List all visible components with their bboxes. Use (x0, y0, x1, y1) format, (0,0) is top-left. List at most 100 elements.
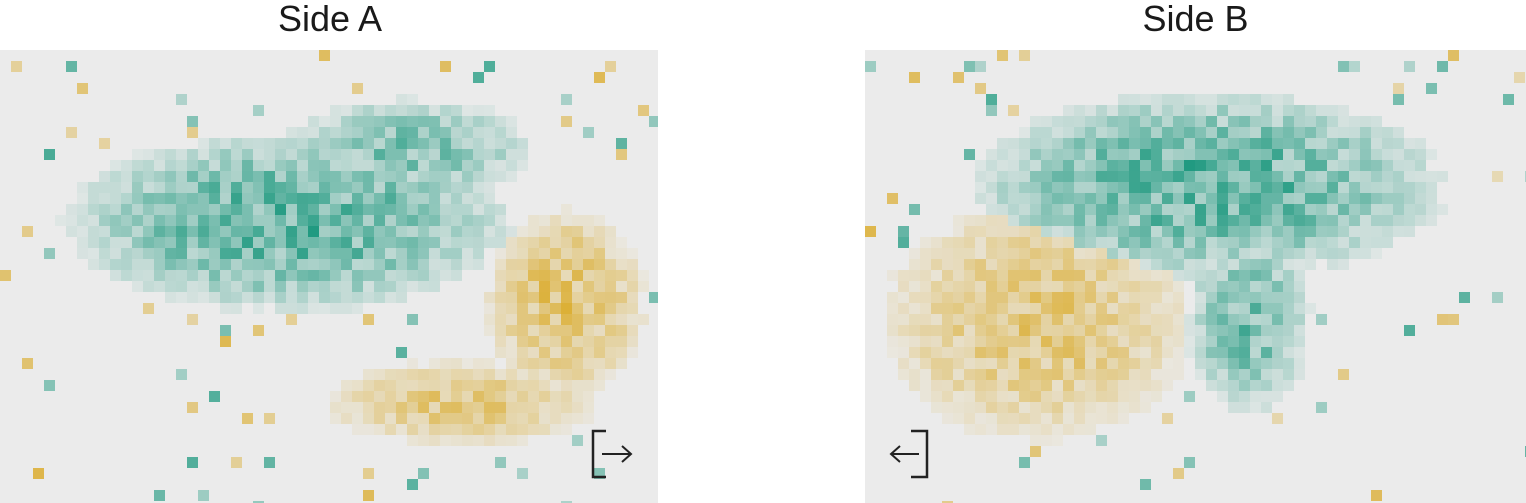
heatmap-cell (165, 270, 176, 281)
heatmap-cell (1019, 259, 1030, 270)
heatmap-cell (1294, 358, 1305, 369)
heatmap-cell (986, 325, 997, 336)
heatmap-cell (605, 61, 616, 72)
heatmap-cell (1349, 182, 1360, 193)
heatmap-cell (352, 105, 363, 116)
heatmap-cell (473, 138, 484, 149)
heatmap-cell (132, 270, 143, 281)
heatmap-cell (121, 160, 132, 171)
heatmap-cell (986, 391, 997, 402)
heatmap-cell (528, 336, 539, 347)
heatmap-cell (1305, 105, 1316, 116)
heatmap-cell (1261, 358, 1272, 369)
heatmap-cell (1118, 402, 1129, 413)
heatmap-cell (561, 369, 572, 380)
heatmap-cell (1283, 270, 1294, 281)
heatmap-cell (528, 347, 539, 358)
heatmap-cell (1195, 193, 1206, 204)
heatmap-cell (495, 314, 506, 325)
heatmap-cell (1206, 116, 1217, 127)
heatmap-cell (231, 457, 242, 468)
heatmap-cell (363, 193, 374, 204)
heatmap-cell (121, 204, 132, 215)
heatmap-cell (1173, 325, 1184, 336)
heatmap-cell (517, 369, 528, 380)
heatmap-cell (1316, 171, 1327, 182)
heatmap-cell (275, 281, 286, 292)
heatmap-cell (1052, 391, 1063, 402)
heatmap-cell (286, 138, 297, 149)
heatmap-cell (605, 292, 616, 303)
heatmap-cell (898, 369, 909, 380)
heatmap-cell (1030, 149, 1041, 160)
heatmap-cell (1074, 325, 1085, 336)
heatmap-cell (1206, 380, 1217, 391)
heatmap-cell (429, 424, 440, 435)
heatmap-cell (1052, 347, 1063, 358)
heatmap-cell (605, 237, 616, 248)
heatmap-cell (1228, 259, 1239, 270)
heatmap-cell (1305, 215, 1316, 226)
heatmap-cell (909, 380, 920, 391)
heatmap-cell (473, 193, 484, 204)
heatmap-cell (1041, 226, 1052, 237)
heatmap-cell (473, 72, 484, 83)
heatmap-cell (286, 127, 297, 138)
heatmap-cell (1283, 138, 1294, 149)
heatmap-cell (187, 402, 198, 413)
heatmap-cell (330, 292, 341, 303)
heatmap-cell (132, 248, 143, 259)
heatmap-cell (407, 358, 418, 369)
heatmap-cell (385, 182, 396, 193)
heatmap-cell (1239, 281, 1250, 292)
heatmap-cell (0, 270, 11, 281)
heatmap-cell (1096, 413, 1107, 424)
heatmap-cell (1173, 94, 1184, 105)
heatmap-cell (1052, 402, 1063, 413)
heatmap-cell (1107, 237, 1118, 248)
heatmap-cell (1162, 281, 1173, 292)
heatmap-cell (451, 369, 462, 380)
heatmap-cell (1283, 105, 1294, 116)
heatmap-cell (898, 281, 909, 292)
heatmap-cell (121, 171, 132, 182)
heatmap-cell (1008, 358, 1019, 369)
heatmap-cell (121, 248, 132, 259)
heatmap-cell (953, 336, 964, 347)
heatmap-cell (440, 127, 451, 138)
heatmap-cell (572, 259, 583, 270)
heatmap-cell (385, 413, 396, 424)
heatmap-cell (352, 182, 363, 193)
heatmap-cell (627, 259, 638, 270)
heatmap-cell (407, 94, 418, 105)
heatmap-cell (396, 413, 407, 424)
heatmap-cell (1129, 138, 1140, 149)
heatmap-cell (396, 270, 407, 281)
heatmap-cell (176, 270, 187, 281)
heatmap-cell (341, 402, 352, 413)
heatmap-cell (1437, 314, 1448, 325)
heatmap-cell (605, 248, 616, 259)
heatmap-cell (308, 160, 319, 171)
heatmap-cell (1063, 336, 1074, 347)
heatmap-cell (528, 358, 539, 369)
heatmap-cell (1360, 171, 1371, 182)
heatmap-cell (319, 270, 330, 281)
heatmap-cell (1008, 424, 1019, 435)
heatmap-cell (997, 237, 1008, 248)
heatmap-cell (308, 215, 319, 226)
heatmap-cell (242, 292, 253, 303)
heatmap-cell (264, 138, 275, 149)
heatmap-cell (920, 292, 931, 303)
heatmap-cell (1349, 171, 1360, 182)
heatmap-cell (1272, 237, 1283, 248)
heatmap-cell (264, 215, 275, 226)
heatmap-cell (330, 226, 341, 237)
heatmap-cell (1239, 149, 1250, 160)
heatmap-cell (561, 270, 572, 281)
heatmap-cell (1294, 193, 1305, 204)
heatmap-cell (1514, 72, 1525, 83)
heatmap-cell (1360, 116, 1371, 127)
heatmap-cell (1206, 369, 1217, 380)
heatmap-cell (385, 270, 396, 281)
